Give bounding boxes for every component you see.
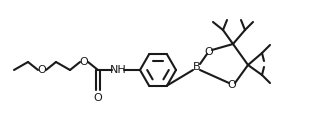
Text: O: O	[228, 80, 237, 90]
Text: B: B	[193, 62, 201, 72]
Text: O: O	[80, 57, 88, 67]
Text: O: O	[38, 65, 46, 75]
Text: O: O	[94, 93, 102, 103]
Text: O: O	[205, 47, 214, 57]
Text: NH: NH	[110, 65, 126, 75]
